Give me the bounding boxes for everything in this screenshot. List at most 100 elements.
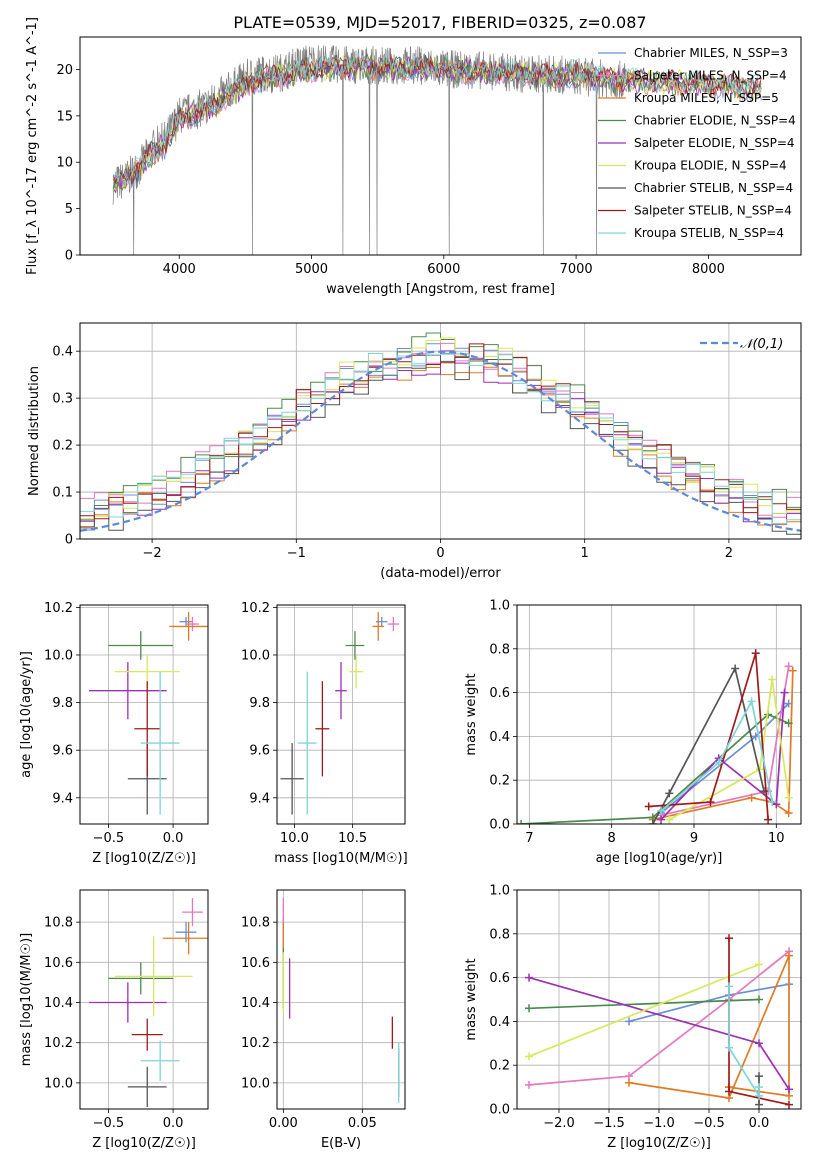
x-tick-label: −0.5 xyxy=(93,831,125,846)
x-axis-label: wavelength [Angstrom, rest frame] xyxy=(326,282,555,297)
x-tick-label: 0.00 xyxy=(269,1116,298,1131)
y-tick-label: 10.8 xyxy=(241,916,270,931)
x-tick-label: −1.0 xyxy=(643,1116,675,1131)
x-tick-label: 0.0 xyxy=(163,1116,184,1131)
legend-label: Kroupa MILES, N_SSP=5 xyxy=(634,91,779,105)
y-tick-label: 0.4 xyxy=(52,345,73,360)
y-tick-label: 10.6 xyxy=(44,956,73,971)
legend-label: Chabrier MILES, N_SSP=3 xyxy=(634,46,788,60)
weight-plot-area xyxy=(517,649,797,824)
y-tick-label: 0 xyxy=(65,533,73,548)
x-tick-label: 4000 xyxy=(163,262,196,277)
x-tick-label: 10.5 xyxy=(338,831,367,846)
y-tick-label: 0.8 xyxy=(489,642,510,657)
spectrum-plot-area xyxy=(112,45,762,255)
x-tick-label: 0 xyxy=(436,546,444,561)
y-tick-label: 10.0 xyxy=(44,1076,73,1091)
weight-plot-area xyxy=(525,934,793,1109)
y-tick-label: 0.2 xyxy=(52,439,73,454)
x-tick-label: 0.0 xyxy=(749,1116,770,1131)
errorbar-plot-area xyxy=(89,612,208,815)
x-tick-label: −0.5 xyxy=(693,1116,725,1131)
y-tick-label: 0.4 xyxy=(489,730,510,745)
legend-label: Kroupa STELIB, N_SSP=4 xyxy=(634,226,784,240)
frame-spectrum xyxy=(79,36,802,256)
spectrum-model-line xyxy=(112,52,762,188)
y-tick-label: 1.0 xyxy=(489,884,510,899)
x-axis-label: (data-model)/error xyxy=(380,566,501,581)
y-tick-label: 0.6 xyxy=(489,686,510,701)
x-tick-label: 1 xyxy=(581,546,589,561)
x-axis-label: Z [log10(Z/Z☉)] xyxy=(607,1136,711,1151)
x-axis-label: E(B-V) xyxy=(321,1136,361,1151)
x-tick-label: 7000 xyxy=(560,262,593,277)
errorbar-plot-area xyxy=(280,612,400,815)
y-tick-label: 10.2 xyxy=(241,1036,270,1051)
y-tick-label: 0.2 xyxy=(489,774,510,789)
y-tick-label: 0.8 xyxy=(489,927,510,942)
histogram-series xyxy=(80,353,801,539)
y-tick-label: 10.8 xyxy=(44,916,73,931)
legend-label: Salpeter ELODIE, N_SSP=4 xyxy=(634,136,795,150)
y-axis-label: mass [log10(M/M☉)] xyxy=(19,933,34,1066)
frame-mass_vs_Z xyxy=(79,889,209,1110)
figure-title: PLATE=0539, MJD=52017, FIBERID=0325, z=0… xyxy=(233,13,646,32)
histogram-plot-area xyxy=(80,332,801,539)
errorbar-plot-area xyxy=(89,898,208,1107)
y-tick-label: 9.8 xyxy=(249,696,270,711)
y-tick-label: 10.0 xyxy=(241,648,270,663)
y-axis-label: mass weight xyxy=(464,673,479,755)
normal-curve xyxy=(80,350,801,532)
frame-age_vs_mass xyxy=(276,604,406,825)
legend-label: Chabrier STELIB, N_SSP=4 xyxy=(634,181,793,195)
legend-label: Chabrier ELODIE, N_SSP=4 xyxy=(634,114,796,128)
x-axis-label: mass [log10(M/M☉)] xyxy=(274,851,407,866)
legend-label: 𝒩(0,1) xyxy=(740,337,783,352)
y-tick-label: 0.0 xyxy=(489,1103,510,1118)
y-tick-label: 1.0 xyxy=(489,599,510,614)
y-tick-label: 15 xyxy=(56,109,73,124)
legend-label: Salpeter STELIB, N_SSP=4 xyxy=(634,204,792,218)
x-tick-label: 0.0 xyxy=(163,831,184,846)
x-tick-label: 9 xyxy=(690,831,698,846)
y-axis-label: Flux [f_λ 10^-17 erg cm^-2 s^-1 A^-1] xyxy=(25,17,40,275)
weight-series-line xyxy=(528,998,760,1010)
y-tick-label: 10.4 xyxy=(44,996,73,1011)
x-axis-label: Z [log10(Z/Z☉)] xyxy=(92,851,196,866)
y-tick-label: 0.6 xyxy=(489,971,510,986)
x-tick-label: −1.5 xyxy=(593,1116,625,1131)
y-tick-label: 0.3 xyxy=(52,392,73,407)
x-tick-label: −2.0 xyxy=(543,1116,575,1131)
y-axis-label: Normed distribution xyxy=(27,366,42,496)
axes-weight_vs_age: 7 8 9 10 0.0 0.2 0.4 0.6 0.8 1.0 age [log10(age/yr… xyxy=(464,599,801,866)
spectrum-legend: Chabrier MILES, N_SSP=3 Salpeter MILES, N… xyxy=(598,46,796,240)
x-tick-label: 0.05 xyxy=(348,1116,377,1131)
y-tick-label: 0.4 xyxy=(489,1015,510,1030)
y-tick-label: 20 xyxy=(56,63,73,78)
axes-spectrum: 4000 5000 6000 7000 8000 0 5 10 15 20 wavelength [… xyxy=(25,17,725,297)
axes-age_vs_Z: −0.5 0.0 9.4 9.6 9.8 10.0 10.2 Z [log10(Z/Z☉)] a… xyxy=(19,601,208,866)
weight-series-line xyxy=(660,692,786,821)
frame-weight_vs_age xyxy=(516,604,802,825)
x-tick-label: 2 xyxy=(725,546,733,561)
frame-residuals xyxy=(79,322,802,540)
frame-mass_vs_ebv xyxy=(276,889,406,1110)
x-tick-label: −2 xyxy=(143,546,162,561)
y-tick-label: 9.4 xyxy=(249,791,270,806)
x-axis-label: age [log10(age/yr)] xyxy=(596,851,723,866)
x-tick-label: 5000 xyxy=(295,262,328,277)
y-tick-label: 9.4 xyxy=(52,791,73,806)
x-tick-label: 8000 xyxy=(692,262,725,277)
y-tick-label: 0.2 xyxy=(489,1059,510,1074)
y-tick-label: 5 xyxy=(65,202,73,217)
x-tick-label: 10.0 xyxy=(280,831,309,846)
weight-series-line xyxy=(528,963,760,1058)
axes-mass_vs_ebv: 0.00 0.05 10.0 10.2 10.4 10.6 10.8 E(B-V) xyxy=(241,890,405,1151)
y-tick-label: 10.2 xyxy=(44,601,73,616)
y-tick-label: 10.2 xyxy=(241,601,270,616)
y-tick-label: 9.8 xyxy=(52,696,73,711)
y-tick-label: 10 xyxy=(56,156,73,171)
x-axis-label: Z [log10(Z/Z☉)] xyxy=(92,1136,196,1151)
legend-label: Kroupa ELODIE, N_SSP=4 xyxy=(634,159,787,173)
